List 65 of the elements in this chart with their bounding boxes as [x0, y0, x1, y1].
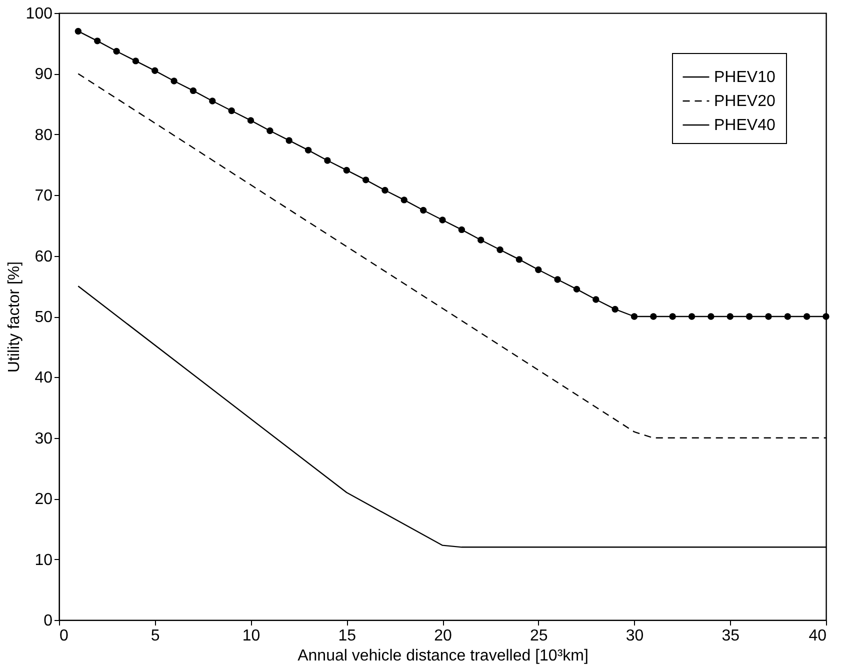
y-tick-label: 90	[34, 66, 53, 84]
point	[439, 216, 446, 224]
x-axis-title: Annual vehicle distance travelled [10³km]	[298, 648, 588, 664]
legend-label: PHEV10	[714, 69, 776, 86]
point	[304, 146, 312, 154]
point	[496, 246, 504, 254]
point	[247, 117, 254, 124]
x-tick-label: 10	[242, 628, 260, 644]
point	[74, 28, 82, 35]
y-tick-label: 20	[34, 491, 53, 508]
point	[458, 226, 466, 234]
point	[132, 58, 140, 64]
point	[765, 313, 772, 320]
point	[612, 306, 618, 313]
y-tick-label: 40	[34, 370, 53, 387]
legend-label: PHEV40	[714, 117, 776, 134]
point	[170, 78, 178, 84]
y-axis-title: Utility factor [%]	[6, 261, 23, 373]
y-tick-label: 70	[34, 188, 53, 205]
point	[630, 313, 638, 320]
x-tick-label: 20	[434, 628, 452, 644]
point	[362, 176, 370, 184]
point	[726, 313, 734, 320]
y-tick-label: 0	[44, 612, 53, 630]
point	[592, 296, 600, 303]
x-tick-label: 15	[338, 628, 356, 644]
point	[152, 67, 158, 74]
y-tick-label: 100	[26, 6, 53, 22]
point	[420, 206, 427, 214]
legend-label: PHEV20	[714, 93, 776, 110]
y-tick-label: 50	[34, 309, 53, 326]
point	[784, 313, 792, 320]
point	[516, 256, 523, 263]
y-tick-label: 10	[34, 552, 53, 569]
point	[343, 166, 350, 174]
point	[190, 87, 197, 94]
point	[113, 48, 120, 55]
point	[822, 313, 830, 320]
y-tick-label: 80	[34, 126, 53, 144]
point	[209, 98, 216, 104]
point	[688, 313, 696, 320]
point	[708, 313, 714, 320]
point	[400, 196, 408, 204]
x-tick-label: 0	[60, 628, 68, 644]
y-tick-label: 30	[34, 430, 53, 448]
point	[803, 313, 810, 320]
point	[669, 313, 676, 320]
point	[746, 313, 753, 320]
x-tick-label: 25	[530, 628, 548, 644]
point	[650, 313, 657, 320]
point	[477, 236, 484, 244]
point	[554, 276, 561, 283]
point	[324, 157, 331, 164]
x-tick-label: 30	[626, 628, 644, 644]
x-tick-label: 35	[722, 628, 740, 644]
x-tick-label: 40	[808, 628, 827, 644]
y-tick-label: 60	[34, 248, 53, 266]
point	[573, 286, 580, 293]
point	[228, 107, 235, 114]
point	[535, 266, 542, 274]
point	[286, 137, 292, 144]
x-tick-label: 5	[150, 628, 160, 644]
point	[266, 127, 274, 134]
point	[94, 38, 101, 44]
point	[382, 186, 388, 194]
